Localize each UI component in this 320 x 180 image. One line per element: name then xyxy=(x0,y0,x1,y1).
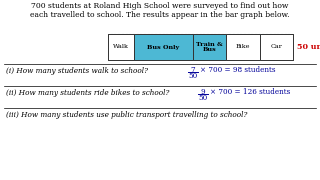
Text: 9: 9 xyxy=(201,89,205,96)
Text: 50: 50 xyxy=(188,72,198,80)
Text: 50 units: 50 units xyxy=(297,43,320,51)
Text: 7: 7 xyxy=(191,66,195,75)
Text: × 700 = 126 students: × 700 = 126 students xyxy=(210,88,290,96)
Text: Bike: Bike xyxy=(236,44,250,50)
Text: Car: Car xyxy=(270,44,282,50)
Text: (ii) How many students ride bikes to school?: (ii) How many students ride bikes to sch… xyxy=(6,89,169,97)
Bar xyxy=(108,34,293,60)
Text: × 700 = 98 students: × 700 = 98 students xyxy=(200,66,276,74)
Text: Bus Only: Bus Only xyxy=(148,44,180,50)
Bar xyxy=(227,34,260,60)
Bar xyxy=(134,34,193,60)
Text: Walk: Walk xyxy=(113,44,129,50)
Text: 50: 50 xyxy=(198,94,208,102)
Bar xyxy=(108,34,134,60)
Text: 700 students at Roland High School were surveyed to find out how
each travelled : 700 students at Roland High School were … xyxy=(30,2,290,19)
Text: Train &
Bus: Train & Bus xyxy=(196,42,223,52)
Text: (iii) How many students use public transport travelling to school?: (iii) How many students use public trans… xyxy=(6,111,247,119)
Text: (i) How many students walk to school?: (i) How many students walk to school? xyxy=(6,67,148,75)
Bar xyxy=(260,34,293,60)
Bar xyxy=(193,34,227,60)
